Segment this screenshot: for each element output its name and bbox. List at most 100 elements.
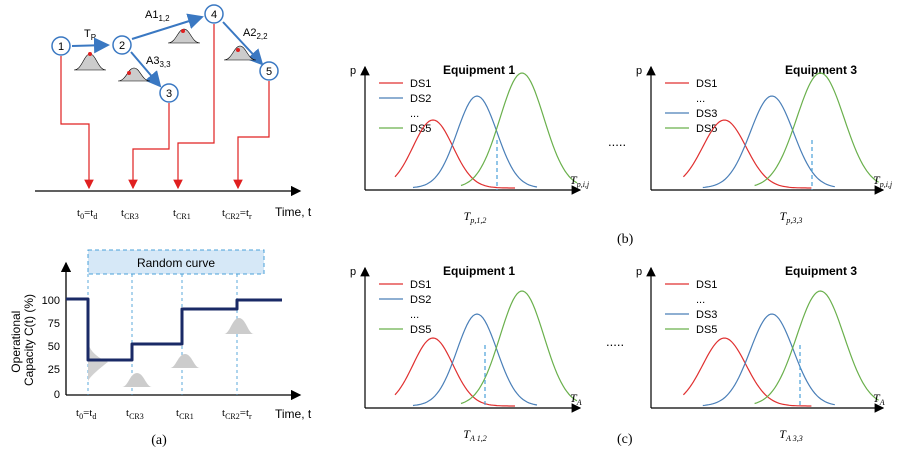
legend-entry: ... [696,294,705,306]
dist-plot-b-right: p Equipment 3 DS1... DS3 DS5 Tp,i,j Tp,3,3 [636,63,893,225]
legend-entry: ... [410,108,419,120]
random-curve-box [87,249,265,275]
caption-b: (b) [617,232,634,247]
distribution-panels: p Equipment 1 DS1 DS2... DS5 Tp,i,j Tp,1,2 p Equ… [350,63,893,443]
legend-entry: DS3 [696,309,717,321]
value-label: TA 3,3 [779,427,802,443]
legend-entry: DS5 [696,123,717,135]
curve-mid [702,95,835,189]
plot-title: Equipment 1 [443,264,515,278]
x-axis-label: TA [873,391,885,407]
edge-1-2 [71,37,110,54]
capacity-dist-tcr3 [122,373,152,387]
capacity-curve [66,297,282,362]
proj-node1 [60,56,94,190]
tick-t0-td-bottom: t0=td [76,407,96,421]
label-a12: A11,2 [145,9,170,23]
plot-title: Equipment 3 [785,63,857,77]
node-3: 3 [159,83,179,103]
node-4-label: 4 [211,9,217,21]
random-curve-label: Random curve [137,256,215,270]
legend-entry: DS2 [410,294,431,306]
dist-plot-c-left: p Equipment 1 DS1 DS2... DS5 TA TA 1,2 [350,264,582,443]
curve-ds1 [682,119,812,189]
tick-tcr3-top: tCR3 [121,207,139,221]
node-1-label: 1 [58,41,64,53]
tick-tcr2-tr-bottom: tCR2=tr [222,407,252,421]
legend-entry: DS1 [696,279,717,291]
proj-node4 [173,24,215,190]
curve-ds5 [754,290,879,405]
legend-entry: DS5 [696,324,717,336]
curve-ds1 [682,337,812,407]
curve-mid [702,313,835,407]
curve-ds1 [394,337,515,407]
tick-t0-td-top: t0=td [77,207,97,221]
value-label: Tp,3,3 [780,209,803,225]
curve-ds5 [460,290,578,405]
legend-entry: ... [410,309,419,321]
legend-entry: DS5 [410,324,431,336]
panel-a-network: 1 2 3 4 5 TP A11,2 A33,3 A22,2 [35,4,312,221]
legend-entry: ... [696,93,705,105]
edge-4-5 [222,21,264,66]
node-2-label: 2 [119,40,125,52]
curve-mid [412,95,538,189]
capacity-guides [87,274,238,395]
caption-a: (a) [151,433,167,448]
legend-entry: DS1 [410,279,431,291]
ytick-75: 75 [48,318,60,330]
value-label: Tp,1,2 [464,209,487,225]
tick-tcr1-bottom: tCR1 [176,407,194,421]
proj-node3 [128,103,170,190]
caption-c: (c) [617,432,633,447]
plot-title: Equipment 1 [443,63,515,77]
node-3-label: 3 [166,88,172,100]
time-label-bottom: Time, t [275,407,312,421]
legend-entry: DS2 [410,93,431,105]
label-tp: TP [84,28,96,42]
tick-tcr2-tr-top: tCR2=tr [222,207,252,221]
capacity-dist-tcr1 [170,354,200,368]
ytick-25: 25 [48,364,60,376]
capacity-dist-tcr2 [224,318,254,334]
node-2: 2 [112,35,132,55]
mini-distribution-a33 [117,67,151,82]
x-axis-label: Tp,i,j [873,173,893,189]
capacity-ylabel: Operational Capacity C(t) (%) [9,294,36,386]
y-label-p: p [350,266,356,278]
legend-entry: DS1 [410,78,431,90]
y-label-p: p [350,65,356,77]
ytick-100: 100 [42,295,60,307]
x-axis-label: TA [570,391,582,407]
dist-plot-c-right: p Equipment 3 DS1... DS3 DS5 TA TA 3,3 [636,264,885,443]
tick-tcr1-top: tCR1 [173,207,191,221]
capacity-y-ticks: 100 75 50 25 0 [42,295,60,401]
proj-node5 [233,81,270,190]
dots-c: ..... [606,334,624,349]
mini-distribution-a12 [167,28,201,44]
panel-a-capacity: Random curve 100 75 50 25 0 Operational … [9,249,312,448]
ytick-50: 50 [48,341,60,353]
label-a22: A22,2 [243,27,268,41]
node-4: 4 [204,4,224,24]
curve-ds1 [394,119,515,189]
ytick-0: 0 [54,389,60,401]
mini-distribution-a22 [223,45,257,61]
y-label-p: p [636,65,642,77]
edge-2-3 [130,51,162,88]
legend-entry: DS5 [410,123,431,135]
x-axis-label: Tp,i,j [570,173,590,189]
node-5: 5 [259,61,279,81]
tick-tcr3-bottom: tCR3 [126,407,144,421]
time-label-top: Time, t [275,205,312,219]
dots-b: ..... [608,134,626,149]
curve-ds5 [460,72,578,187]
curve-ds5 [754,72,879,187]
node-5-label: 5 [266,66,272,78]
y-label-p: p [636,266,642,278]
curve-mid [412,313,538,407]
mini-distribution-tp [73,52,107,71]
legend-entry: DS1 [696,78,717,90]
plot-title: Equipment 3 [785,264,857,278]
